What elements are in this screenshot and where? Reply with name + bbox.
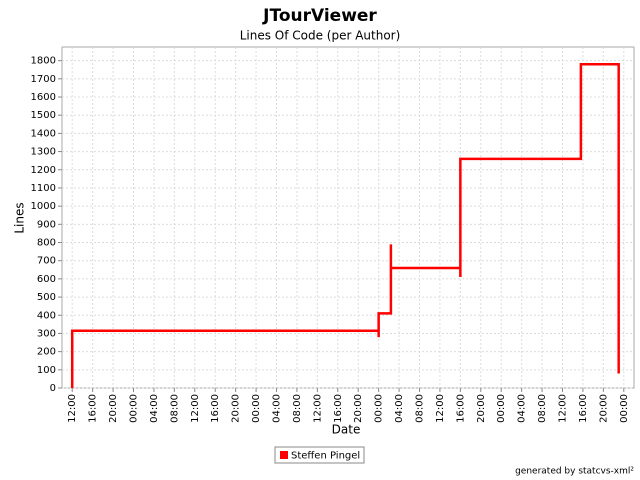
y-tick-label: 1800 [31, 56, 56, 67]
legend-swatch [280, 451, 288, 459]
x-tick-label: 20:00 [231, 394, 242, 423]
x-tick-label: 00:00 [619, 394, 630, 423]
x-tick-label: 16:00 [210, 394, 221, 423]
x-tick-label: 20:00 [598, 394, 609, 423]
y-tick-label: 900 [37, 219, 56, 230]
x-tick-label: 16:00 [578, 394, 589, 423]
x-tick-label: 20:00 [108, 394, 119, 423]
x-tick-label: 00:00 [129, 394, 140, 423]
x-tick-label: 04:00 [517, 394, 528, 423]
x-tick-label: 20:00 [353, 394, 364, 423]
y-tick-label: 200 [37, 347, 56, 358]
x-tick-label: 16:00 [455, 394, 466, 423]
y-tick-label: 1700 [31, 74, 56, 85]
footer: generated by statcvs-xml² [515, 467, 634, 477]
y-tick-label: 1200 [31, 165, 56, 176]
x-tick-label: 04:00 [149, 394, 160, 423]
x-tick-label: 08:00 [169, 394, 180, 423]
y-axis-label: Lines [13, 202, 27, 233]
series-line [70, 63, 620, 388]
y-tick-label: 1400 [31, 128, 56, 139]
x-tick-label: 12:00 [190, 394, 201, 423]
x-tick-label: 16:00 [333, 394, 344, 423]
x-tick-label: 08:00 [415, 394, 426, 423]
y-tick-label: 300 [37, 328, 56, 339]
y-tick-label: 1300 [31, 147, 56, 158]
x-tick-label: 00:00 [496, 394, 507, 423]
y-tick-label: 1500 [31, 110, 56, 121]
chart-title: JTourViewer [262, 6, 377, 26]
x-tick-label: 00:00 [251, 394, 262, 423]
x-axis-label: Date [332, 423, 361, 437]
x-tick-label: 04:00 [394, 394, 405, 423]
y-tick-label: 100 [37, 365, 56, 376]
legend-label: Steffen Pingel [291, 451, 360, 462]
y-tick-label: 0 [50, 383, 56, 394]
x-tick-label: 08:00 [292, 394, 303, 423]
x-tick-label: 12:00 [67, 394, 78, 423]
x-tick-label: 12:00 [435, 394, 446, 423]
x-tick-label: 12:00 [312, 394, 323, 423]
y-tick-label: 700 [37, 256, 56, 267]
y-tick-label: 1000 [31, 201, 56, 212]
x-tick-label: 16:00 [88, 394, 99, 423]
y-tick-label: 1100 [31, 183, 56, 194]
x-tick-label: 04:00 [272, 394, 283, 423]
y-tick-label: 400 [37, 310, 56, 321]
plot-area [61, 46, 635, 389]
y-tick-label: 500 [37, 292, 56, 303]
x-tick-label: 00:00 [374, 394, 385, 423]
chart-subtitle: Lines Of Code (per Author) [240, 29, 401, 43]
x-tick-label: 08:00 [537, 394, 548, 423]
y-tick-label: 800 [37, 238, 56, 249]
legend-box [274, 446, 365, 464]
x-tick-label: 12:00 [558, 394, 569, 423]
x-tick-label: 20:00 [476, 394, 487, 423]
y-tick-label: 600 [37, 274, 56, 285]
y-tick-label: 1600 [31, 92, 56, 103]
